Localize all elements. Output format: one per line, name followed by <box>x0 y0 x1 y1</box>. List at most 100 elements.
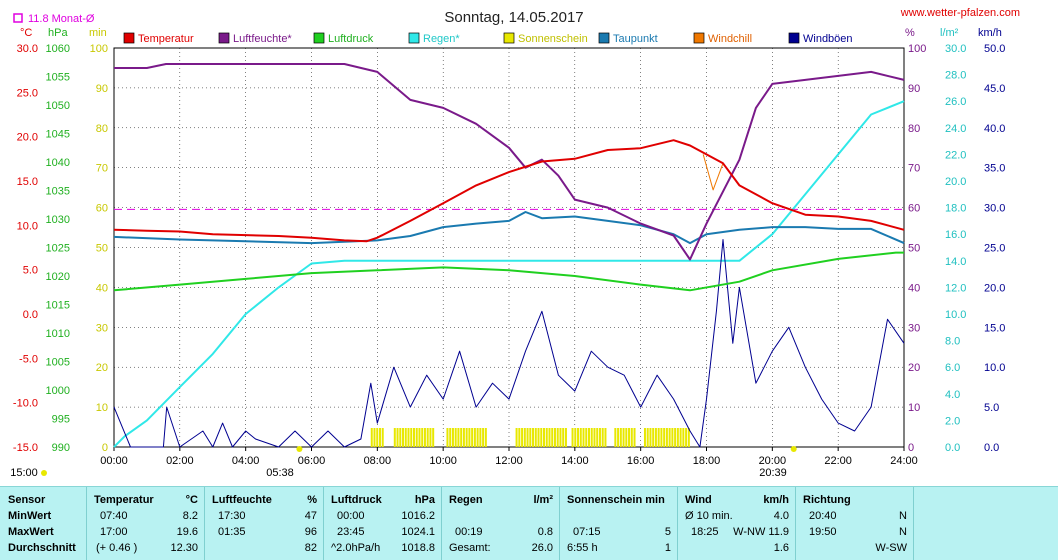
series-regen-line <box>113 100 905 448</box>
site-url: www.wetter-pfalzen.com <box>900 7 1020 19</box>
sunshine-bar <box>523 428 526 447</box>
time-axis-label: 06:00 <box>298 455 326 467</box>
sunshine-bar <box>687 428 690 447</box>
pres-axis-label: 1030 <box>46 214 70 226</box>
sunshine-bar <box>373 428 376 447</box>
col-dir: Richtung 20:40 N 19:50 N W-SW <box>795 487 914 560</box>
chart-legend: Temperatur Luftfeuchte* Luftdruck Regen* Son… <box>123 32 853 45</box>
rain-axis-label: 20.0 <box>945 176 966 188</box>
sunset-icon <box>790 446 797 452</box>
wind-axis-label: 20.0 <box>984 282 1005 294</box>
temp-unit: °C <box>20 27 32 39</box>
wind-axis-label: 50.0 <box>984 43 1005 55</box>
pres-trend: ^2.0hPa/h <box>331 542 381 554</box>
legend-label: Taupunkt <box>613 33 658 45</box>
sunshine-bar <box>526 428 529 447</box>
sunshine-bar <box>617 428 620 447</box>
hum-axis-label: 50 <box>908 243 920 255</box>
hum-axis-label: 0 <box>908 442 914 454</box>
legend-swatch <box>598 32 610 44</box>
hum-axis-label: 40 <box>908 282 920 294</box>
rain-axis-label: 16.0 <box>945 229 966 241</box>
series-windböen-line <box>113 239 905 448</box>
temp-axis-label: 0.0 <box>23 309 38 321</box>
rain-axis-label: 28.0 <box>945 70 966 82</box>
sunshine-bar <box>396 428 399 447</box>
sunshine-bar <box>643 428 646 447</box>
col-sensor: Sensor MinWert MaxWert Durchschnitt <box>0 487 87 560</box>
rain-axis-label: 14.0 <box>945 256 966 268</box>
legend-swatch <box>218 32 230 44</box>
pres-axis-label: 1040 <box>46 157 70 169</box>
rain-axis-label: 4.0 <box>945 389 960 401</box>
sunshine-bar <box>518 428 521 447</box>
minutes-axis-label: 20 <box>96 362 108 374</box>
legend-label: Temperatur <box>138 33 194 45</box>
sunshine-bar <box>622 428 625 447</box>
sunshine-bar <box>426 428 429 447</box>
hum-max-value: 96 <box>304 526 317 538</box>
sunshine-bar <box>579 428 582 447</box>
chart-axes: 30.0 25.0 20.0 15.0 10.0 5.0 0.0 -5.0 -10.0 -15.0… <box>13 43 1006 467</box>
minutes-axis-label: 80 <box>96 123 108 135</box>
time-axis-label: 16:00 <box>627 455 655 467</box>
hdr-hum: Luftfeuchte <box>212 494 272 506</box>
sunshine-bar <box>665 428 668 447</box>
sunshine-bar <box>628 428 631 447</box>
sunshine-bar <box>590 428 593 447</box>
legend-label: Sonnenschein <box>518 33 588 45</box>
dir-min-time: 20:40 <box>809 510 837 522</box>
sunshine-bar <box>393 428 396 447</box>
wind-axis-label: 45.0 <box>984 83 1005 95</box>
col-temp: Temperatur °C 07:40 8.2 17:00 19.6 (+ 0.… <box>86 487 205 560</box>
sunshine-bar <box>587 428 590 447</box>
legend-swatch <box>123 32 135 44</box>
sunshine-bar <box>423 428 426 447</box>
dir-max-value: N <box>899 526 907 538</box>
dir-min-value: N <box>899 510 907 522</box>
sunshine-bar <box>432 428 435 447</box>
sunshine-bar <box>668 428 671 447</box>
sunshine-bar <box>646 428 649 447</box>
sunshine-bar <box>460 428 463 447</box>
sunshine-bar <box>614 428 617 447</box>
hum-unit: % <box>905 27 915 39</box>
sunshine-bar <box>564 428 567 447</box>
sunshine-bar <box>402 428 405 447</box>
sunshine-bar <box>685 428 688 447</box>
rain-total-label: Gesamt: <box>449 542 491 554</box>
sun-total-hours: 6:55 h <box>567 542 598 554</box>
pres-avg-value: 1018.8 <box>401 542 435 554</box>
sunshine-bar <box>446 428 449 447</box>
rain-total-value: 26.0 <box>531 542 553 554</box>
minutes-axis-label: 40 <box>96 282 108 294</box>
sunshine-bar <box>473 428 476 447</box>
hdr-temp-unit: °C <box>185 494 198 506</box>
sunshine-bar <box>457 428 460 447</box>
hdr-pres-unit: hPa <box>414 494 435 506</box>
minutes-axis-label: 10 <box>96 402 108 414</box>
hum-axis-label: 70 <box>908 163 920 175</box>
sunshine-bar <box>604 428 607 447</box>
weather-chart: Sonntag, 14.05.2017 www.wetter-pfalzen.c… <box>10 7 1020 479</box>
sunshine-bar <box>404 428 407 447</box>
temp-max-value: 19.6 <box>176 526 198 538</box>
sunshine-bar <box>407 428 410 447</box>
sunshine-bar <box>418 428 421 447</box>
wind-axis-label: 0.0 <box>984 442 999 454</box>
sunshine-bar <box>630 428 633 447</box>
sunshine-bar <box>540 428 543 447</box>
sunshine-bar <box>451 428 454 447</box>
sunshine-bar <box>633 428 636 447</box>
hdr-wind-unit: km/h <box>763 494 789 506</box>
sunshine-bar <box>601 428 604 447</box>
rain-axis-label: 10.0 <box>945 309 966 321</box>
sunshine-bar <box>657 428 660 447</box>
sunshine-bar <box>399 428 402 447</box>
hdr-rain: Regen <box>449 494 483 506</box>
month-avg-label: 11.8 Monat-Ø <box>28 13 95 25</box>
rain-unit: l/m² <box>940 27 959 39</box>
temp-axis-label: 5.0 <box>23 265 38 277</box>
pres-axis-label: 1060 <box>46 43 70 55</box>
time-axis-label: 04:00 <box>232 455 260 467</box>
